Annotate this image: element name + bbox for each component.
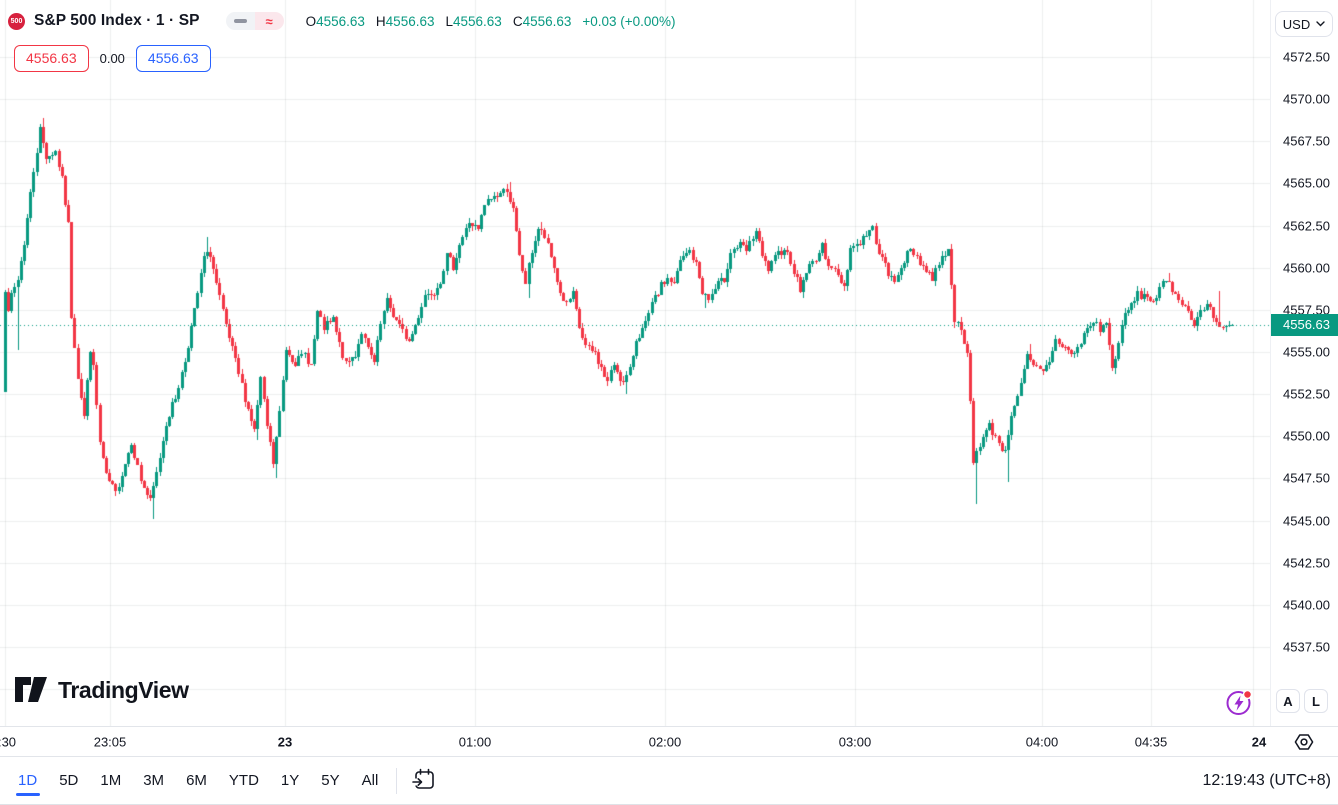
date-range-switcher: 1D 5D 1M 3M 6M YTD 1Y 5Y All	[10, 768, 386, 793]
ohlc-open: O4556.63	[305, 13, 365, 29]
range-button-1y[interactable]: 1Y	[273, 768, 307, 793]
time-tick-label: 04:00	[1025, 734, 1059, 749]
auto-scale-button[interactable]: A	[1276, 689, 1300, 713]
price-tick-label: 4555.00	[1283, 344, 1330, 360]
time-tick-label: 23:05	[93, 734, 127, 749]
ohlc-high: H4556.63	[375, 13, 435, 29]
time-tick-label: 23	[277, 734, 293, 749]
symbol-title[interactable]: S&P 500 Index · 1 · SP	[34, 12, 200, 29]
chevron-down-icon	[1316, 21, 1325, 27]
currency-label: USD	[1282, 16, 1311, 32]
currency-selector[interactable]: USD	[1275, 11, 1333, 37]
price-tick-label: 4537.50	[1283, 639, 1330, 655]
go-to-date-icon	[412, 768, 435, 789]
price-tick-label: 4550.00	[1283, 428, 1330, 444]
price-tick-label: 4557.50	[1283, 302, 1330, 318]
clock[interactable]: 12:19:43 (UTC+8)	[1202, 771, 1331, 789]
price-tick-label: 4562.50	[1283, 218, 1330, 234]
gear-hexagon-icon	[1294, 734, 1314, 750]
time-tick-label: 02:00	[648, 734, 682, 749]
time-tick-label: 01:00	[458, 734, 492, 749]
price-axis[interactable]: USD 4572.50 4570.00 4567.50 4565.00 4562.50 4…	[1270, 0, 1338, 726]
watermark-text: TradingView	[58, 676, 189, 703]
approx-equal-icon: ≈	[254, 12, 284, 30]
go-to-date-button[interactable]	[409, 766, 439, 796]
candlestick-chart[interactable]	[0, 0, 1270, 726]
time-tick-label: 04:35	[1134, 734, 1168, 749]
time-tick-label: 03:00	[838, 734, 872, 749]
range-button-3m[interactable]: 3M	[135, 768, 172, 793]
price-tick-label: 4565.00	[1283, 175, 1330, 191]
price-tick-label: 4545.00	[1283, 513, 1330, 529]
range-button-1d[interactable]: 1D	[10, 768, 45, 793]
range-button-1m[interactable]: 1M	[92, 768, 129, 793]
axis-settings-button[interactable]	[1293, 731, 1315, 753]
minus-icon	[225, 12, 255, 30]
price-tick-label: 4542.50	[1283, 555, 1330, 571]
price-tick-label: 4547.50	[1283, 470, 1330, 486]
range-button-all[interactable]: All	[354, 768, 387, 793]
last-price-badge: 4556.63	[1271, 314, 1338, 336]
log-scale-button[interactable]: L	[1304, 689, 1328, 713]
ohlc-close: C4556.63	[512, 13, 572, 29]
ohlc-values: O4556.63 H4556.63 L4556.63 C4556.63 +0.0…	[306, 14, 676, 29]
scale-buttons: A L	[1271, 689, 1338, 713]
toolbar-divider	[396, 767, 398, 794]
price-tick-label: 4560.00	[1283, 260, 1330, 276]
bottom-toolbar: 1D 5D 1M 3M 6M YTD 1Y 5Y All 12:19:43 (UTC+8)	[0, 756, 1338, 805]
range-button-6m[interactable]: 6M	[178, 768, 215, 793]
trade-buttons: 4556.63 0.00 4556.63	[14, 45, 211, 72]
ai-flash-button[interactable]	[1225, 689, 1253, 717]
buy-price-button[interactable]: 4556.63	[135, 45, 211, 72]
price-tick-label: 4570.00	[1283, 91, 1330, 107]
spread-value: 0.00	[99, 51, 125, 66]
price-tick-label: 4572.50	[1283, 49, 1330, 65]
time-tick-label: :30	[0, 734, 17, 749]
market-status-pill[interactable]: ≈	[225, 12, 284, 30]
chart-legend: 500 S&P 500 Index · 1 · SP ≈ O4556.63 H4…	[8, 11, 675, 31]
tradingview-watermark: TradingView	[14, 676, 189, 704]
price-tick-label: 4540.00	[1283, 597, 1330, 613]
range-button-ytd[interactable]: YTD	[221, 768, 267, 793]
range-button-5d[interactable]: 5D	[51, 768, 86, 793]
time-axis[interactable]: :30 23:05 23 01:00 02:00 03:00 04:00 04:35 24	[0, 726, 1338, 756]
price-tick-label: 4567.50	[1283, 133, 1330, 149]
time-tick-label: 24	[1251, 734, 1267, 749]
lightning-icon	[1226, 689, 1253, 715]
symbol-logo-badge: 500	[8, 12, 25, 30]
sell-price-button[interactable]: 4556.63	[14, 45, 89, 72]
range-button-5y[interactable]: 5Y	[313, 768, 347, 793]
tradingview-logo-icon	[15, 677, 47, 702]
price-change: +0.03 (+0.00%)	[582, 13, 676, 29]
price-tick-label: 4552.50	[1283, 386, 1330, 402]
ohlc-low: L4556.63	[445, 13, 502, 29]
